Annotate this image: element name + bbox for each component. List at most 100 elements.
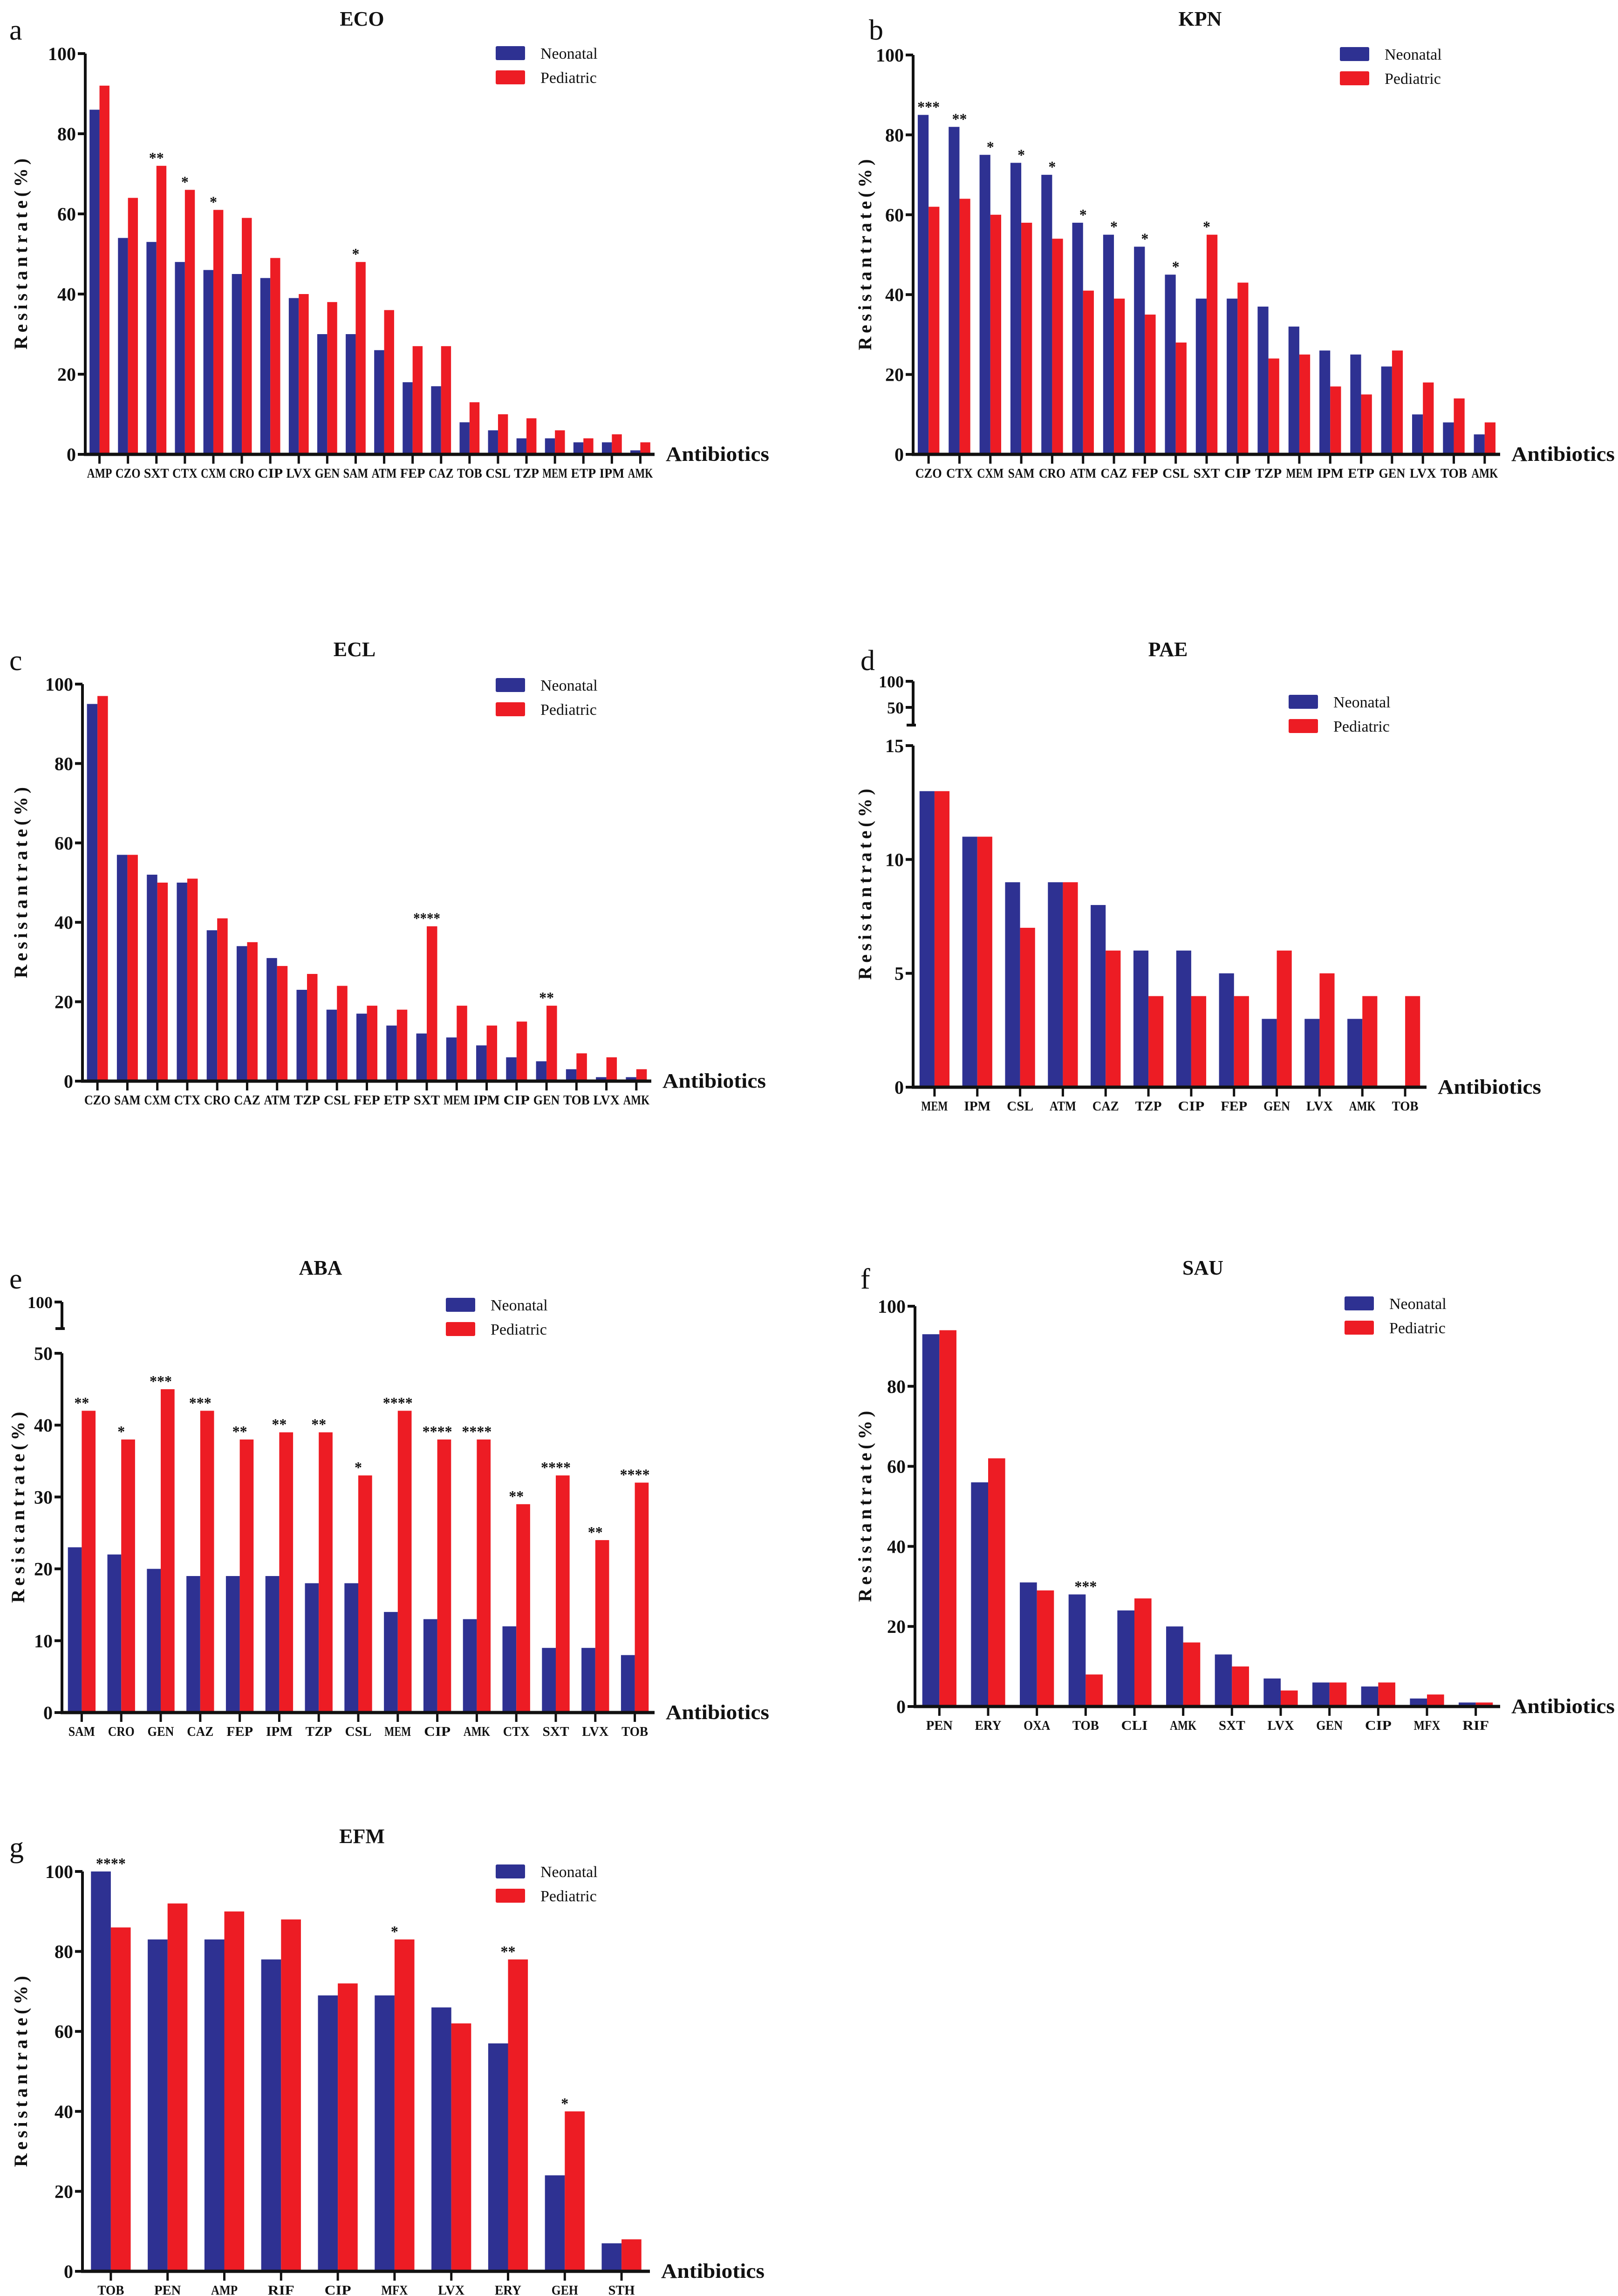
legend-label-pediatric: Pediatric [540, 69, 597, 87]
bar-neonatal-czo [917, 115, 929, 455]
bar-pediatric-sxt [556, 1475, 570, 1713]
bar-neonatal-ctx [502, 1626, 517, 1713]
bar-pediatric-sxt [427, 926, 437, 1081]
bar-neonatal-cro [232, 274, 242, 454]
bar-pediatric-lvx [299, 294, 309, 454]
legend-label-pediatric: Pediatric [1385, 70, 1441, 88]
bar-pediatric-rif [1475, 1702, 1493, 1707]
bar-neonatal-cip [506, 1057, 517, 1081]
y-tick-label: 10 [34, 1631, 53, 1652]
bar-pediatric-lvx [451, 2023, 471, 2271]
panel-b: b KPN Resistantrate(%) 0 20 40 60 80 100 CZO *** CT… [811, 0, 1617, 481]
bar-neonatal-ctx [175, 262, 185, 454]
y-tick-label: 5 [894, 963, 904, 984]
bar-pediatric-sam [1021, 222, 1032, 454]
bar-pediatric-tzp [526, 418, 537, 454]
bar-neonatal-ipm [1319, 350, 1331, 454]
x-tick-label: AMK [1170, 1719, 1196, 1733]
bar-neonatal-amk [626, 1077, 636, 1081]
x-tick-label: CZO [915, 466, 942, 481]
legend-label-neonatal: Neonatal [1385, 46, 1442, 63]
bar-neonatal-sxt [542, 1648, 556, 1713]
bar-neonatal-lvx [1263, 1678, 1281, 1707]
bar-pediatric-caz [441, 346, 451, 454]
significance-label: * [1079, 206, 1087, 224]
chart-title: EFM [339, 1825, 385, 1848]
bar-neonatal-fep [1219, 973, 1234, 1087]
bar-neonatal-sam [116, 855, 128, 1081]
y-tick-label: 20 [887, 1616, 906, 1637]
legend-label-neonatal: Neonatal [540, 1864, 598, 1881]
bar-neonatal-ipm [601, 442, 612, 454]
panel-letter: b [869, 14, 883, 46]
x-tick-label: CXM [144, 1093, 171, 1108]
bar-neonatal-amk [463, 1619, 477, 1713]
x-tick-label: AMK [1471, 466, 1498, 481]
legend-label-neonatal: Neonatal [491, 1297, 548, 1314]
chart-sau: f SAU Resistantrate(%) 0 20 40 60 80 100 PEN ERY OX… [854, 1256, 1615, 1733]
bar-pediatric-fep [367, 1006, 377, 1081]
legend-swatch-neonatal [1345, 1296, 1374, 1310]
bar-pediatric-atm [1083, 290, 1094, 454]
x-tick-label: LVX [438, 2283, 464, 2296]
bar-neonatal-amk [1166, 1626, 1183, 1707]
x-tick-label: AMK [623, 1093, 650, 1108]
y-tick-label: 0 [64, 1071, 73, 1092]
bar-pediatric-geh [565, 2111, 585, 2271]
legend-label-neonatal: Neonatal [1389, 1295, 1447, 1313]
x-tick-label: CXM [977, 466, 1004, 481]
y-tick-label: 100 [876, 45, 904, 66]
bar-neonatal-tob [91, 1871, 111, 2271]
y-tick-label: 15 [885, 735, 904, 756]
x-tick-label: CAZ [429, 466, 454, 481]
x-tick-label: LVX [582, 1725, 608, 1739]
significance-label: ** [539, 989, 554, 1007]
y-tick-label: 100 [878, 1296, 906, 1317]
bar-neonatal-cro [107, 1554, 122, 1713]
legend-swatch-neonatal [496, 678, 525, 692]
x-tick-label: CRO [204, 1093, 231, 1108]
bar-pediatric-cli [1134, 1598, 1152, 1707]
y-tick-label: 80 [55, 1941, 73, 1962]
bar-pediatric-cro [1052, 239, 1063, 454]
bar-neonatal-mem [919, 791, 935, 1087]
significance-label: **** [383, 1394, 413, 1412]
bar-neonatal-cro [1041, 175, 1052, 455]
bar-pediatric-ery [508, 1959, 528, 2271]
y-tick-label: 100 [27, 1293, 53, 1312]
chart-eco: a ECO Resistantrate(%) 0 20 40 60 80 100 AMP CZO SX… [9, 7, 769, 481]
legend-swatch-pediatric [1340, 71, 1369, 85]
bar-pediatric-mfx [394, 1939, 415, 2271]
bar-pediatric-ctx [959, 199, 970, 454]
panel-letter: f [860, 1263, 870, 1295]
x-tick-label: SAM [1008, 466, 1035, 481]
x-tick-label: CTX [172, 466, 198, 481]
y-tick-label: 0 [894, 1077, 904, 1098]
x-axis-label: Antibiotics [662, 1069, 766, 1092]
x-tick-label: LVX [1410, 466, 1436, 481]
x-tick-label: ATM [372, 466, 397, 481]
significance-label: **** [96, 1855, 126, 1872]
significance-label: * [1110, 219, 1118, 236]
significance-label: * [355, 1459, 362, 1476]
significance-label: * [987, 138, 994, 156]
bar-pediatric-csl [337, 986, 348, 1081]
y-tick-label: 20 [57, 364, 76, 385]
bar-pediatric-etp [1361, 394, 1372, 454]
bar-pediatric-czo [128, 198, 138, 455]
significance-label: ** [149, 150, 164, 167]
panel-d: d PAE Resistantrate(%) 0 5 10 15 50 100 MEM IPM CSL… [811, 631, 1617, 1114]
panel-c: c ECL Resistantrate(%) 0 20 40 60 80 100 CZO SAM CX… [0, 631, 806, 1110]
significance-label: ** [952, 110, 967, 128]
bar-neonatal-cip [423, 1619, 437, 1713]
x-tick-label: ERY [495, 2283, 521, 2296]
chart-aba: e ABAResistantrate(%)01020304050100SAM**C… [7, 1256, 769, 1739]
bar-neonatal-ipm [962, 836, 977, 1087]
y-tick-label: 40 [887, 1536, 906, 1557]
legend-label-neonatal: Neonatal [1333, 694, 1391, 711]
bar-pediatric-caz [1106, 950, 1121, 1087]
bar-neonatal-mem [446, 1037, 457, 1081]
bar-neonatal-oxa [1020, 1582, 1037, 1707]
x-tick-label: CLI [1121, 1719, 1148, 1733]
x-tick-label: TOB [621, 1725, 648, 1739]
